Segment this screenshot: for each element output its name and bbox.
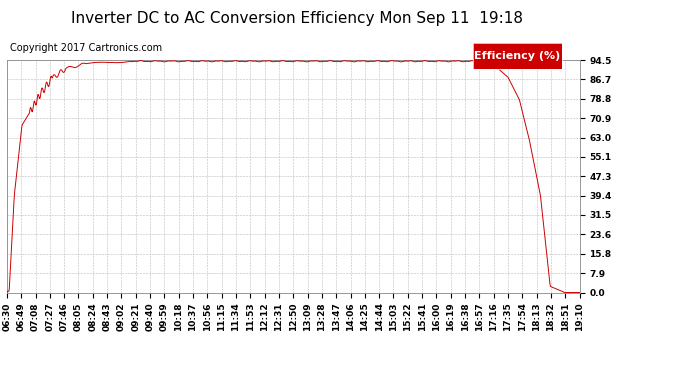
Text: Copyright 2017 Cartronics.com: Copyright 2017 Cartronics.com (10, 43, 162, 53)
Text: Inverter DC to AC Conversion Efficiency Mon Sep 11  19:18: Inverter DC to AC Conversion Efficiency … (70, 11, 523, 26)
Text: Efficiency (%): Efficiency (%) (475, 51, 560, 61)
